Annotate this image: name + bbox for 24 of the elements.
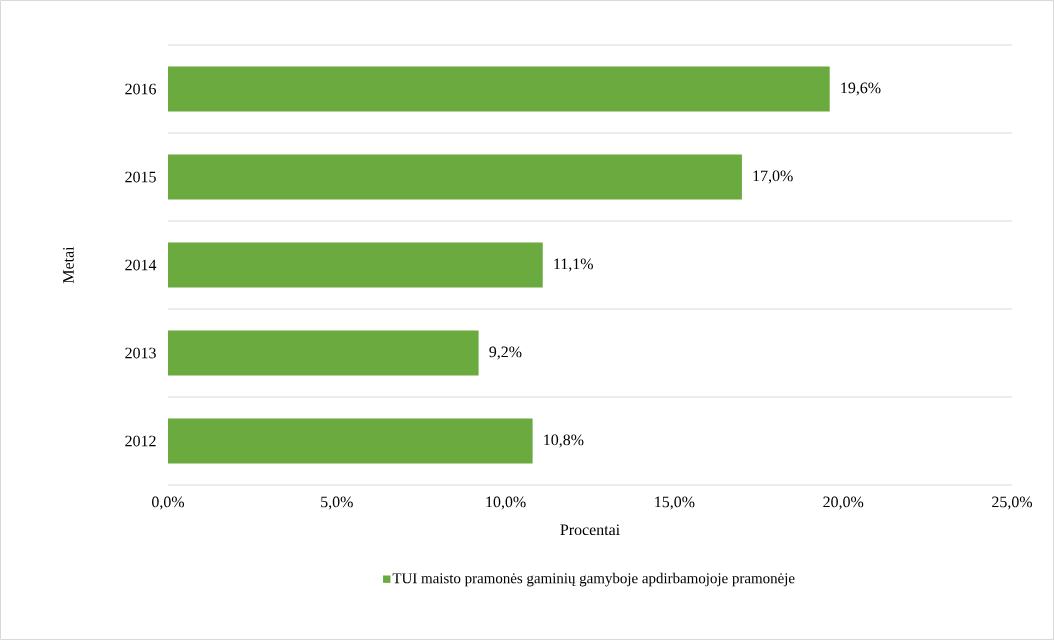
data-label: 19,6% [841,82,881,96]
legend-label: TUI maisto pramonės gaminių gamyboje apdirbamojoje pramonėje [392,572,795,587]
x-tick-label: 0,0% [152,496,185,510]
x-tick-label: 15,0% [655,496,695,510]
bar [168,418,533,464]
y-tick-label: 2012 [125,435,156,447]
data-label: 9,2% [489,346,522,360]
bar [168,242,543,288]
bar [168,154,742,200]
data-label: 10,8% [544,434,584,448]
data-label: 17,0% [753,170,793,184]
x-tick-label: 10,0% [486,496,526,510]
y-tick-label: 2015 [125,171,156,183]
y-axis-title: Metai [63,246,74,284]
x-tick-label: 20,0% [823,496,864,510]
bar [168,66,830,112]
x-tick-label: 5,0% [321,496,353,510]
y-tick-label: 2014 [125,259,157,271]
bar [168,330,479,376]
data-label: 11,1% [554,258,593,272]
y-tick-label: 2013 [125,347,156,359]
y-tick-label: 2016 [125,83,157,95]
x-tick-label: 25,0% [992,496,1033,510]
x-axis-title: Procentai [560,524,620,536]
